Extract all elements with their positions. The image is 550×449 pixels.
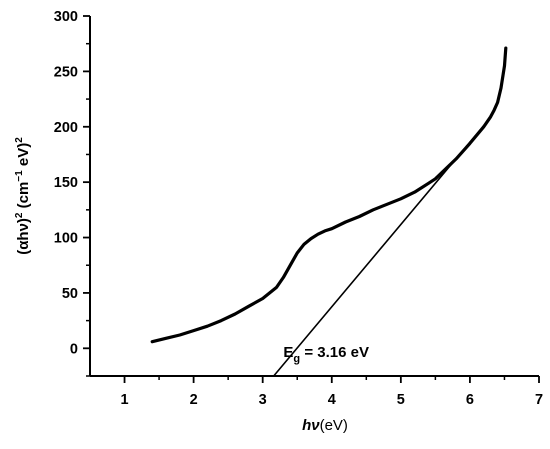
x-axis-title: hν(eV) bbox=[302, 417, 348, 434]
linear-fit-line bbox=[272, 124, 485, 377]
plot-area bbox=[150, 46, 508, 377]
y-tick-label: 250 bbox=[54, 64, 78, 80]
y-tick-label: 150 bbox=[54, 175, 78, 191]
y-tick-label: 300 bbox=[54, 9, 78, 25]
x-tick-label: 7 bbox=[535, 392, 543, 408]
y-tick-label: 100 bbox=[54, 231, 78, 247]
band-gap-annotation: Eg = 3.16 eV bbox=[283, 344, 369, 365]
y-tick-label: 200 bbox=[54, 120, 78, 136]
x-tick-label: 1 bbox=[120, 392, 128, 408]
x-tick-label: 4 bbox=[328, 392, 336, 408]
x-tick-label: 5 bbox=[397, 392, 405, 408]
axes: 1 2 3 4 5 6 7 0 50 100 150 200 250 300 bbox=[54, 9, 543, 408]
x-tick-label: 6 bbox=[466, 392, 474, 408]
y-tick-label: 50 bbox=[62, 286, 78, 302]
y-axis-title: (αhν)2 (cm−1 eV)2 bbox=[14, 137, 32, 255]
x-tick-label: 3 bbox=[259, 392, 267, 408]
data-series-line bbox=[150, 46, 508, 344]
y-tick-label: 0 bbox=[70, 341, 78, 357]
x-tick-label: 2 bbox=[190, 392, 198, 408]
